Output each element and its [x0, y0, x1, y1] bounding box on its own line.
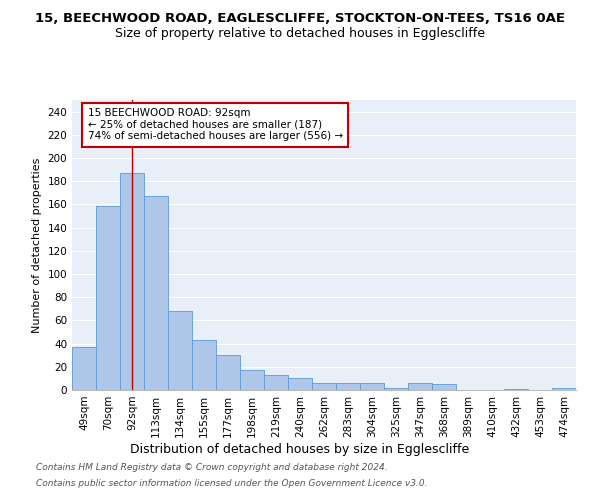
Bar: [72, 347, 96, 390]
Text: 15 BEECHWOOD ROAD: 92sqm
← 25% of detached houses are smaller (187)
74% of semi-: 15 BEECHWOOD ROAD: 92sqm ← 25% of detach…: [88, 108, 343, 142]
Bar: [168, 311, 192, 390]
Bar: [216, 355, 240, 390]
Text: Contains HM Land Registry data © Crown copyright and database right 2024.: Contains HM Land Registry data © Crown c…: [36, 464, 388, 472]
Bar: [552, 388, 576, 390]
Y-axis label: Number of detached properties: Number of detached properties: [32, 158, 42, 332]
Bar: [144, 196, 168, 390]
Bar: [504, 389, 528, 390]
Bar: [264, 375, 288, 390]
Bar: [288, 378, 312, 390]
Text: Size of property relative to detached houses in Egglescliffe: Size of property relative to detached ho…: [115, 28, 485, 40]
Text: 15, BEECHWOOD ROAD, EAGLESCLIFFE, STOCKTON-ON-TEES, TS16 0AE: 15, BEECHWOOD ROAD, EAGLESCLIFFE, STOCKT…: [35, 12, 565, 26]
Bar: [192, 340, 216, 390]
Bar: [408, 383, 432, 390]
Bar: [360, 383, 384, 390]
Bar: [312, 383, 336, 390]
Bar: [336, 383, 360, 390]
Bar: [96, 206, 120, 390]
Text: Distribution of detached houses by size in Egglescliffe: Distribution of detached houses by size …: [130, 442, 470, 456]
Text: Contains public sector information licensed under the Open Government Licence v3: Contains public sector information licen…: [36, 478, 427, 488]
Bar: [432, 384, 456, 390]
Bar: [384, 388, 408, 390]
Bar: [120, 173, 144, 390]
Bar: [240, 370, 264, 390]
